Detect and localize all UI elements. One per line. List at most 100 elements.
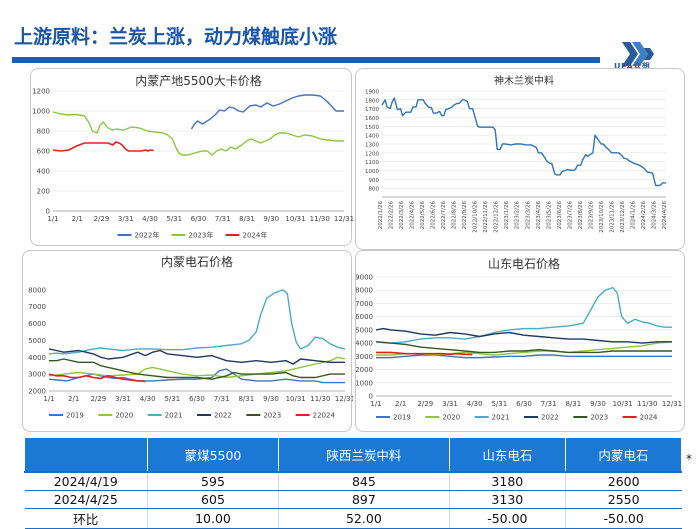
y-tick-label: 7000 [28, 303, 46, 311]
summary-header-row: 蒙煤5500 陕西兰炭中料 山东电石 内蒙电石 [24, 437, 683, 473]
table-cell: 2024/4/25 [24, 490, 148, 509]
table-cell: 3130 [448, 490, 566, 509]
x-tick-label: 2/29 [417, 400, 433, 408]
y-tick-label: 0 [369, 393, 373, 401]
table-cell: 595 [147, 471, 279, 491]
y-tick-label: 600 [37, 148, 50, 156]
table-row: 2024/4/25 605 897 3130 2550 [24, 490, 682, 509]
y-tick-label: 2000 [28, 388, 46, 396]
summary-header-cell: 内蒙电石 [564, 437, 683, 473]
x-tick-label: 11/30 [637, 400, 657, 408]
legend-label: 2019 [66, 412, 84, 420]
table-cell: -50.00 [448, 508, 566, 529]
chart-title: 神木兰炭中料 [494, 74, 554, 87]
legend-label: 2019 [393, 414, 411, 422]
y-tick-label: 200 [37, 188, 50, 196]
x-tick-label: 10/31 [613, 400, 633, 408]
y-tick-label: 1400 [365, 134, 379, 140]
legend-label: 2024 [640, 414, 658, 422]
y-tick-label: 0 [46, 208, 50, 216]
summary-header-cell: 蒙煤5500 [147, 437, 279, 473]
y-tick-label: 1500 [365, 125, 379, 131]
upa-logo-icon [622, 42, 654, 66]
x-tick-label: 8/31 [565, 400, 581, 408]
y-tick-label: 1600 [365, 116, 379, 122]
legend-label: 2020 [115, 412, 133, 420]
y-tick-label: 1300 [365, 143, 379, 149]
y-tick-label: 2000 [356, 366, 373, 374]
series-line [48, 373, 146, 383]
x-tick-label: 8/31 [238, 395, 254, 403]
table-cell: 52.00 [277, 508, 450, 529]
x-tick-label: 2022/11/26 [483, 201, 489, 233]
x-tick-label: 1/1 [43, 395, 54, 403]
table-cell: 605 [147, 490, 279, 509]
chart-title: 山东电石价格 [488, 256, 560, 271]
x-tick-label: 2023/2/26 [515, 201, 521, 230]
x-tick-label: 9/30 [590, 400, 606, 408]
x-tick-label: 2024/1/26 [630, 201, 636, 230]
y-tick-label: 800 [369, 187, 380, 193]
y-tick-label: 9000 [356, 274, 373, 282]
series-line [48, 348, 345, 365]
chart-shandong-dianshi: 山东电石价格 0 1000 2000 3000 4000 5000 6000 7000 8000 9… [356, 256, 682, 422]
series-line [49, 358, 345, 380]
x-tick-label: 3/31 [118, 215, 134, 223]
x-tick-label: 2023/10/26 [599, 201, 605, 233]
x-tick-label: 2022/1/26 [378, 201, 384, 230]
x-tick-label: 10/31 [285, 215, 305, 223]
summary-header-cell [24, 437, 148, 473]
x-tick-label: 2022/5/26 [420, 201, 426, 230]
x-tick-label: 2023/12/26 [620, 201, 626, 233]
y-tick-label: 6000 [356, 313, 373, 321]
table-cell: 845 [277, 471, 450, 491]
y-tick-label: 400 [37, 168, 50, 176]
legend-label: 2022年 [135, 231, 160, 240]
side-note: * [686, 452, 692, 466]
table-cell: 897 [277, 490, 450, 509]
x-tick-label: 4/30 [142, 215, 158, 223]
x-tick-label: 2023/3/26 [525, 201, 531, 230]
x-tick-label: 6/30 [189, 395, 205, 403]
series-line [375, 341, 672, 354]
page-title: 上游原料：兰炭上涨，动力煤触底小涨 [14, 26, 338, 48]
panel-shenmu: 神木兰炭中料 800 900 1000 1100 1200 1300 1400 1500 1600… [355, 68, 685, 250]
x-tick-label: 1/1 [370, 400, 381, 408]
y-tick-label: 4000 [356, 340, 373, 348]
series-line [376, 354, 672, 359]
y-tick-label: 8000 [28, 286, 46, 294]
series-line [48, 289, 346, 355]
table-cell: 2550 [564, 490, 682, 509]
x-tick-label: 9/30 [263, 215, 279, 223]
x-tick-label: 2022/2/26 [389, 201, 395, 230]
y-tick-label: 1000 [356, 379, 373, 387]
x-tick-label: 3/31 [442, 400, 458, 408]
panel-neimeng-dianshi: 内蒙电石价格 2000 3000 4000 5000 6000 7000 8000 1/1 2/1… [22, 250, 353, 432]
x-tick-label: 2023/5/26 [546, 201, 552, 230]
series-line [190, 94, 344, 130]
x-tick-label: 2022/4/26 [410, 201, 416, 230]
y-tick-label: 3000 [356, 353, 373, 361]
y-tick-label: 1200 [365, 151, 379, 157]
table-cell: 3180 [448, 471, 566, 491]
x-tick-label: 2022/9/26 [462, 201, 468, 230]
x-tick-label: 12/31 [662, 400, 682, 408]
series-line [48, 368, 345, 384]
series-line [376, 351, 473, 356]
chart-mengmei-5500: 内蒙产地5500大卡价格 0 200 400 600 800 1000 1200 1/1 2/1 2… [32, 73, 353, 240]
chart-neimeng-dianshi: 内蒙电石价格 2000 3000 4000 5000 6000 7000 8000 1/1 2/1… [28, 254, 353, 420]
chart-title: 内蒙产地5500大卡价格 [135, 73, 262, 88]
summary-table: 蒙煤5500 陕西兰炭中料 山东电石 内蒙电石 2024/4/19 595 84… [24, 437, 683, 529]
y-tick-label: 7000 [356, 300, 373, 308]
x-tick-label: 2/1 [72, 215, 83, 223]
y-tick-label: 4000 [28, 354, 46, 362]
x-tick-label: 7/31 [214, 395, 230, 403]
y-tick-label: 5000 [356, 326, 373, 334]
legend-label: 2023年 [189, 231, 214, 240]
x-tick-label: 11/30 [310, 395, 330, 403]
x-tick-label: 2022/6/26 [431, 201, 437, 230]
x-tick-label: 6/30 [191, 215, 207, 223]
x-tick-label: 2/29 [90, 395, 106, 403]
x-tick-label: 2022/12/26 [494, 201, 500, 233]
series-line [52, 111, 344, 156]
